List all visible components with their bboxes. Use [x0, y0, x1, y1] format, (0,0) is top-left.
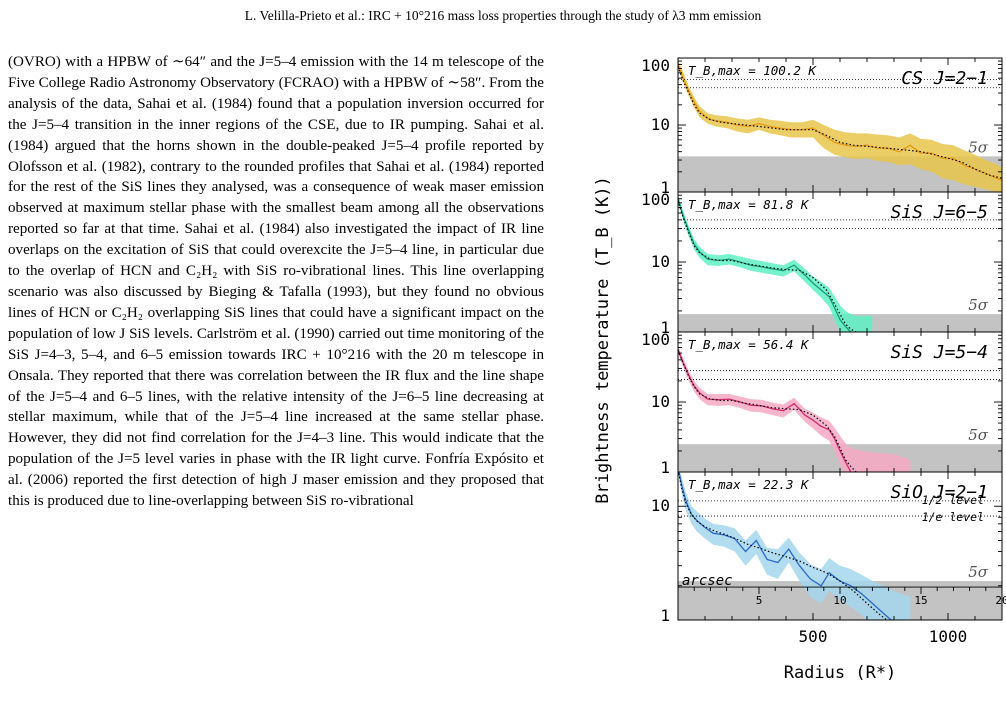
tb-max-label: T_B,max = 100.2 K: [688, 63, 817, 78]
x-axis-title: Radius (R*): [784, 663, 897, 683]
arcsec-label: arcsec: [682, 573, 733, 589]
arcsec-tick-label: 15: [914, 594, 927, 607]
body-paragraph: (OVRO) with a HPBW of ∼64″ and the J=5–4…: [8, 54, 544, 510]
tb-max-label: T_B,max = 22.3 K: [688, 477, 810, 492]
running-header: L. Velilla-Prieto et al.: IRC + 10°216 m…: [244, 8, 762, 23]
y-tick-label: 100: [641, 190, 670, 209]
y-axis-title: Brightness temperature (T_B (K)): [593, 176, 613, 504]
e-level-label: 1/e level: [922, 510, 984, 524]
noise-label: 5σ: [968, 563, 989, 581]
panel-plot-area: [678, 59, 1002, 192]
half-level-label: 1/2 level: [922, 493, 984, 507]
y-tick-label: 1: [660, 458, 670, 477]
y-tick-label: 10: [651, 115, 670, 134]
radial-profile-figure: 1 10 100 T_B,max = 100.2 K CS J=2−1 5σ 1 10 100 T…: [593, 56, 1006, 683]
uncertainty-band: [678, 59, 1002, 192]
noise-label: 5σ: [968, 296, 989, 314]
panel-title: CS J=2−1: [901, 68, 988, 89]
tb-max-label: T_B,max = 56.4 K: [688, 337, 810, 352]
body-text-column: (OVRO) with a HPBW of ∼64″ and the J=5–4…: [8, 52, 544, 512]
y-tick-label: 10: [651, 496, 670, 515]
noise-label: 5σ: [968, 426, 989, 444]
uncertainty-band: [678, 472, 911, 620]
y-tick-label: 100: [641, 56, 670, 75]
arcsec-tick-label: 20: [995, 594, 1006, 607]
x-tick-label: 1000: [929, 627, 968, 646]
panel-plot-area: [678, 346, 1002, 472]
observed-profile-line: [678, 472, 893, 620]
observed-profile-line: [678, 64, 1002, 181]
model-profile-line: [678, 472, 888, 620]
tb-max-label: T_B,max = 81.8 K: [688, 197, 810, 212]
y-tick-label: 100: [641, 330, 670, 349]
arcsec-tick-label: 10: [833, 594, 846, 607]
y-tick-label: 10: [651, 392, 670, 411]
arcsec-tick-label: 5: [756, 594, 763, 607]
noise-label: 5σ: [968, 138, 989, 156]
panel-title: SiS J=6−5: [890, 202, 988, 223]
y-tick-label: 1: [660, 606, 670, 625]
model-profile-line: [678, 200, 857, 332]
y-tick-label: 1: [660, 178, 670, 197]
y-tick-label: 10: [651, 252, 670, 271]
panel-title: SiO J=2−1: [890, 482, 988, 503]
panel-title: SiS J=5−4: [890, 342, 988, 363]
uncertainty-band: [678, 194, 873, 332]
observed-profile-line: [678, 198, 853, 332]
figure-panels: 1 10 100 T_B,max = 100.2 K CS J=2−1 5σ 1 10 100 T…: [586, 46, 1006, 708]
panel-plot-area: [678, 194, 1002, 332]
model-profile-line: [678, 66, 1002, 179]
y-tick-label: 1: [660, 318, 670, 337]
x-tick-label: 500: [799, 627, 828, 646]
model-profile-line: [678, 349, 857, 472]
